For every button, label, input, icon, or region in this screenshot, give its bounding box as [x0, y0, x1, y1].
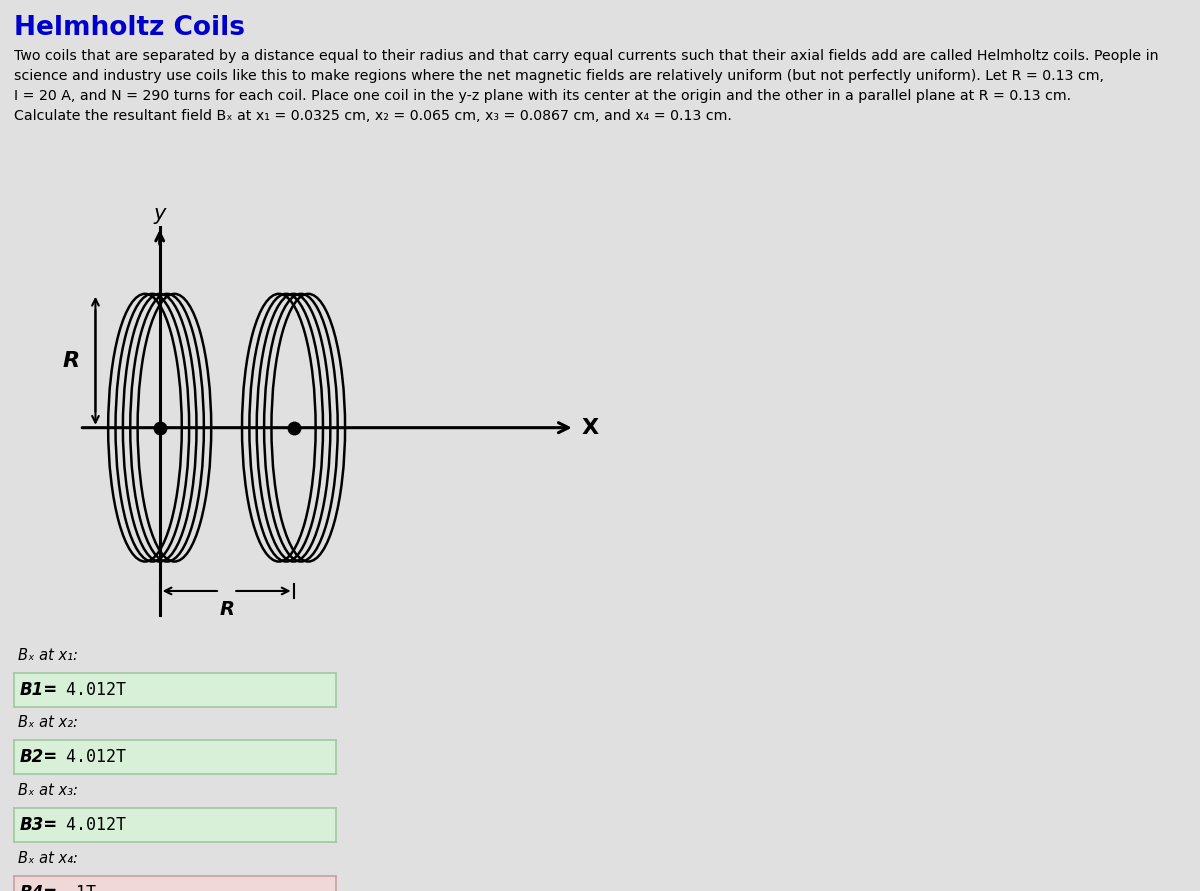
Text: B4=: B4= [19, 884, 58, 891]
Text: X: X [581, 418, 599, 437]
Text: -1T: -1T [56, 884, 96, 891]
Text: Bₓ at x₄:: Bₓ at x₄: [18, 851, 78, 866]
Text: B1=: B1= [19, 681, 58, 699]
Text: Two coils that are separated by a distance equal to their radius and that carry : Two coils that are separated by a distan… [14, 49, 1159, 123]
Text: B3=: B3= [19, 816, 58, 834]
Text: Bₓ at x₃:: Bₓ at x₃: [18, 783, 78, 798]
Text: 4.012T: 4.012T [56, 816, 126, 834]
Text: 4.012T: 4.012T [56, 748, 126, 766]
Text: Bₓ at x₁:: Bₓ at x₁: [18, 648, 78, 663]
Text: R: R [220, 601, 234, 619]
Text: B2=: B2= [19, 748, 58, 766]
Text: Helmholtz Coils: Helmholtz Coils [14, 14, 246, 41]
Text: 4.012T: 4.012T [56, 681, 126, 699]
Text: Bₓ at x₂:: Bₓ at x₂: [18, 715, 78, 731]
Text: R: R [62, 351, 79, 371]
Text: y: y [154, 204, 166, 225]
